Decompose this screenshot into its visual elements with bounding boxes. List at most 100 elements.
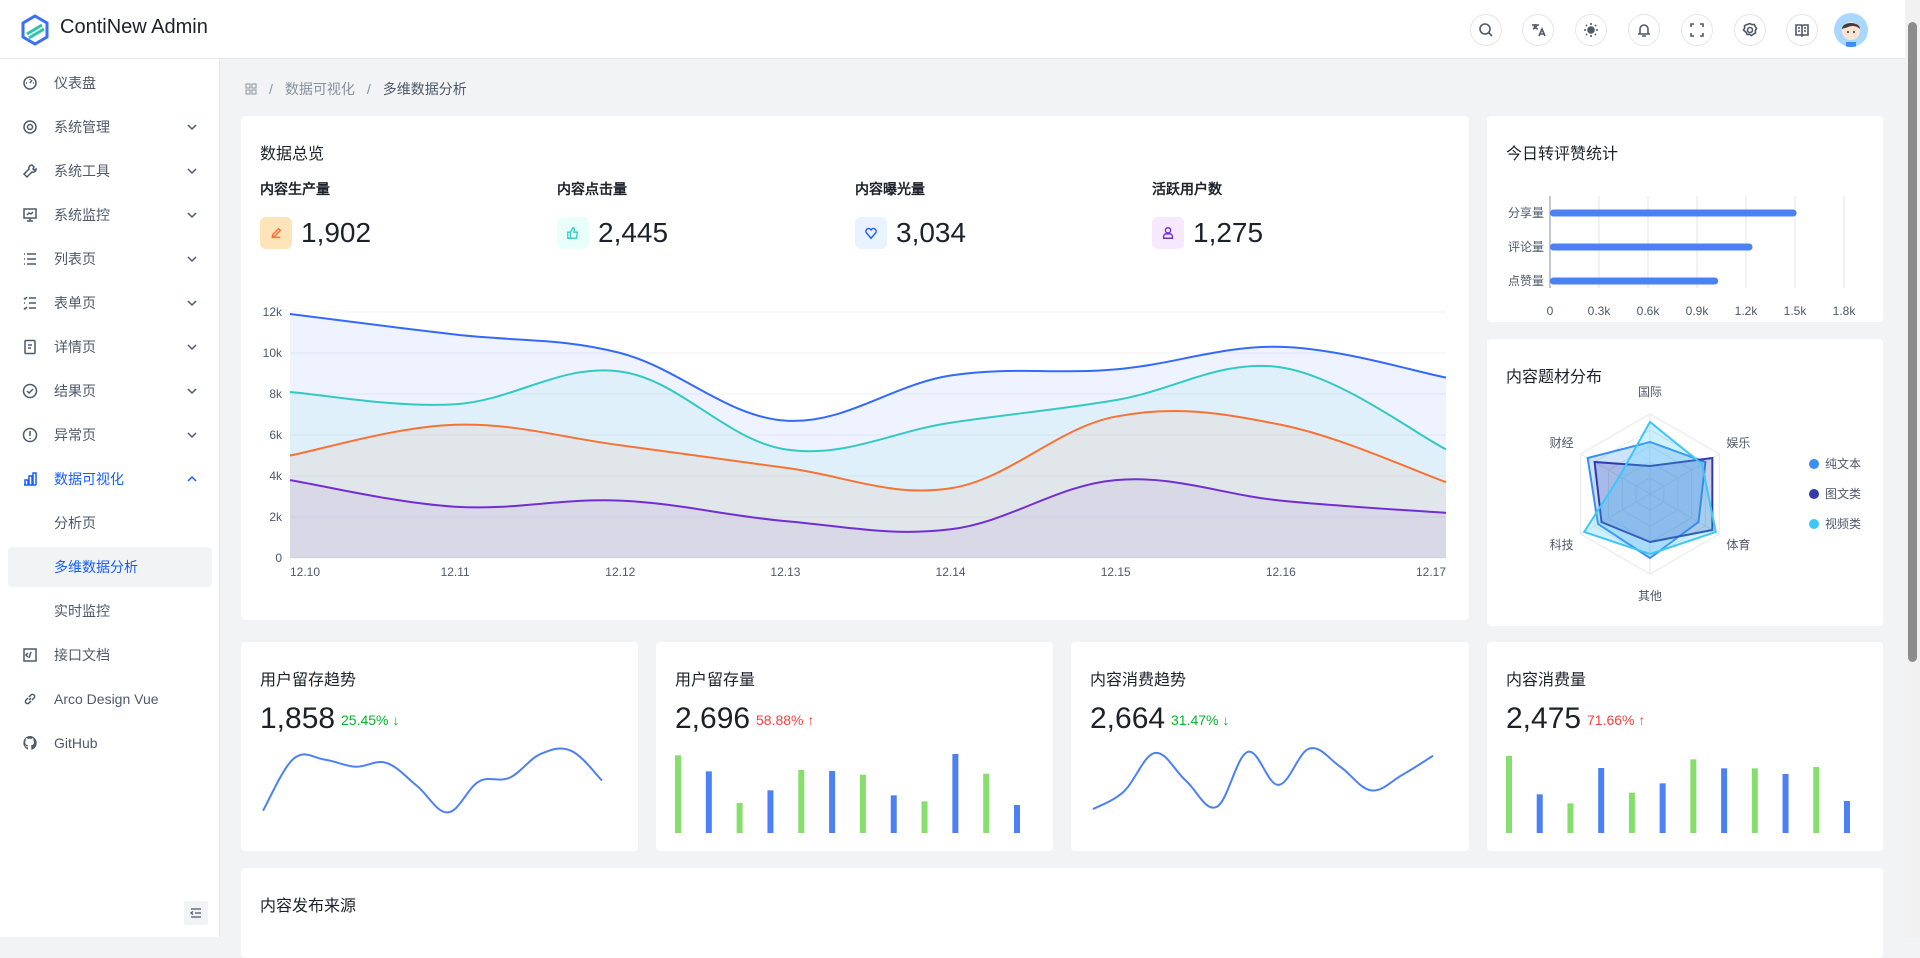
app-title: ContiNew Admin (60, 16, 208, 38)
sidebar-link-0[interactable]: 接口文档 (8, 635, 212, 675)
change-percent: 58.88% (756, 712, 804, 728)
user-avatar[interactable] (1834, 13, 1868, 47)
radar-series-1 (1593, 456, 1714, 544)
mini-chart (1092, 747, 1434, 810)
mini-bar (798, 770, 805, 833)
sidebar-item-7[interactable]: 结果页 (8, 371, 212, 411)
collapse-sidebar-button[interactable] (184, 901, 208, 925)
legend-label[interactable]: 纯文本 (1825, 456, 1861, 471)
sidebar-item-label: 列表页 (54, 251, 96, 267)
x-tick-label: 12.13 (770, 565, 800, 579)
docs-book-icon (1795, 24, 1809, 38)
card-title: 用户留存趋势 (260, 672, 357, 689)
sidebar-item-4[interactable]: 列表页 (8, 239, 212, 279)
dashboard-icon (23, 76, 37, 90)
wrench-icon (22, 164, 37, 179)
mini-change: 25.45% ↓ (341, 712, 399, 728)
sidebar-subitem-0[interactable]: 分析页 (8, 503, 212, 543)
breadcrumb-separator: / (366, 81, 371, 97)
sidebar-item-9[interactable]: 数据可视化 (8, 459, 212, 499)
fullscreen-button[interactable] (1681, 14, 1713, 46)
chevron-down-icon (187, 256, 197, 263)
file-icon (24, 339, 36, 355)
top-header: ContiNew Admin (0, 0, 1905, 59)
language-button[interactable] (1522, 14, 1554, 46)
sidebar-item-8[interactable]: 异常页 (8, 415, 212, 455)
series-1-line (289, 364, 1447, 453)
stat-label: 内容生产量 (260, 181, 330, 197)
card-title: 今日转评赞统计 (1506, 146, 1619, 163)
series-2-line (289, 410, 1447, 492)
mini-bar (1782, 774, 1789, 833)
sidebar-item-label: 接口文档 (54, 647, 110, 663)
x-tick-label: 1.8k (1833, 304, 1857, 318)
legend-label[interactable]: 图文类 (1825, 486, 1861, 501)
arrow-down-icon: ↓ (392, 712, 400, 728)
search-button[interactable] (1470, 14, 1502, 46)
mini-bar (1690, 759, 1697, 833)
sidebar-link-1[interactable]: Arco Design Vue (8, 679, 212, 719)
settings-icon (1742, 22, 1758, 37)
x-tick-label: 12.12 (605, 565, 635, 579)
sidebar-item-2[interactable]: 系统工具 (8, 151, 212, 191)
sidebar-subitem-label: 分析页 (54, 515, 96, 531)
mini-bar (1844, 801, 1850, 833)
apps-icon[interactable] (245, 83, 257, 95)
sidebar-item-0[interactable]: 仪表盘 (8, 63, 212, 103)
menu-fold-icon (189, 908, 201, 918)
sidebar-item-3[interactable]: 系统监控 (8, 195, 212, 235)
chevron-down-icon (187, 344, 197, 351)
sidebar-item-6[interactable]: 详情页 (8, 327, 212, 367)
settings-button[interactable] (1734, 14, 1766, 46)
radar-axis (1649, 493, 1720, 535)
mini-bar (829, 771, 836, 833)
code-icon (23, 648, 37, 662)
y-tick-label: 0 (275, 551, 282, 565)
mini-bar (1813, 767, 1820, 833)
sidebar-subitem-1[interactable]: 多维数据分析 (8, 547, 212, 587)
notifications-button[interactable] (1628, 14, 1660, 46)
legend-label[interactable]: 视频类 (1825, 516, 1861, 531)
docs-button[interactable] (1786, 14, 1818, 46)
sidebar-subitem-2[interactable]: 实时监控 (8, 591, 212, 631)
stat-1: 内容点击量 2,445 (557, 179, 668, 249)
mini-bar (952, 754, 959, 833)
mini-value: 2,696 (675, 702, 751, 735)
list-icon (24, 253, 36, 265)
sidebar-link-2[interactable]: GitHub (8, 723, 212, 763)
stat-icon-box (557, 217, 589, 249)
sidebar-item-1[interactable]: 系统管理 (8, 107, 212, 147)
stat-value: 3,034 (896, 217, 967, 248)
mini-value: 2,475 (1506, 702, 1582, 735)
y-tick-label: 10k (263, 346, 283, 360)
mini-chart (262, 747, 603, 814)
heart-icon (865, 227, 877, 240)
mini-chart (675, 754, 1020, 833)
user-icon (1162, 227, 1174, 239)
edit-icon (271, 227, 282, 239)
sidebar-item-5[interactable]: 表单页 (8, 283, 212, 323)
legend-marker[interactable] (1809, 489, 1819, 499)
change-percent: 25.45% (341, 712, 389, 728)
check-circle-icon (22, 383, 38, 399)
card-title: 数据总览 (260, 146, 325, 163)
sidebar-item-label: 数据可视化 (54, 471, 124, 487)
radar-indicator-label: 娱乐 (1726, 436, 1750, 450)
mini-card-3: 内容消费量 2,475 71.66% ↑ (1487, 642, 1883, 851)
x-tick-label: 12.15 (1101, 565, 1131, 579)
sidebar-item-label: 详情页 (54, 339, 96, 355)
sparkline (262, 747, 603, 814)
scrollbar-thumb[interactable] (1908, 22, 1917, 662)
breadcrumb-item[interactable]: 数据可视化 (284, 81, 355, 97)
change-percent: 71.66% (1587, 712, 1635, 728)
legend-marker[interactable] (1809, 519, 1819, 529)
mini-bar (1536, 794, 1543, 833)
card-title: 用户留存量 (675, 672, 756, 689)
stat-label: 活跃用户数 (1152, 181, 1222, 197)
legend-marker[interactable] (1809, 459, 1819, 469)
arrow-up-icon: ↑ (1638, 712, 1646, 728)
mini-value: 1,858 (260, 702, 336, 735)
mini-change: 31.47% ↓ (1171, 712, 1229, 728)
mini-bar (1598, 768, 1605, 833)
theme-button[interactable] (1575, 14, 1607, 46)
